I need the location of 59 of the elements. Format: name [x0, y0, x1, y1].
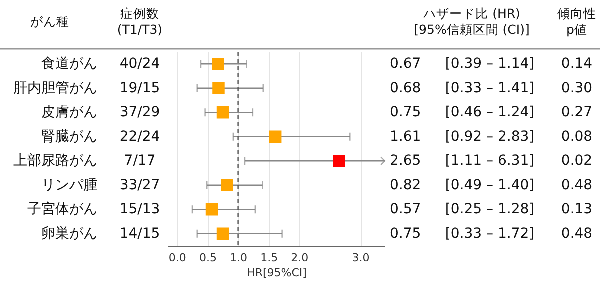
y-tick-label: 子宮体がん: [28, 202, 98, 218]
text: 7/17: [124, 153, 156, 170]
text: 0.27: [561, 104, 593, 121]
data-label: 0.82: [390, 177, 422, 194]
text: 0.14: [561, 56, 593, 72]
text: 0.48: [561, 177, 593, 194]
x-tick-label: 3.0: [352, 252, 370, 264]
data-label: 0.68: [390, 80, 422, 96]
text: 33/27: [120, 177, 160, 194]
y-tick-label: 肝内胆管がん: [14, 80, 98, 96]
y-tick-label: 皮膚がん: [42, 104, 98, 121]
text: [0.39 – 1.14]: [445, 56, 535, 72]
text: 0.48: [561, 226, 593, 242]
point: [216, 228, 230, 240]
data-label: 0.75: [390, 226, 422, 242]
x-axis-title: HR[95%CI]: [247, 266, 307, 280]
text: [0.92 – 2.83]: [445, 128, 535, 145]
point: [269, 130, 282, 143]
text: [0.49 – 1.40]: [445, 177, 535, 194]
y-tick-label: 食道がん: [42, 56, 98, 72]
text: がん種: [30, 14, 70, 29]
x-tick-label: 2.0: [291, 252, 309, 264]
point: [216, 106, 230, 119]
text: 19/15: [120, 80, 160, 96]
text: 傾向性 p値: [558, 6, 596, 37]
x-tick-label: 0.0: [168, 252, 186, 264]
text: 0.02: [561, 153, 593, 170]
text: [0.46 – 1.24]: [445, 104, 535, 121]
text: ハザード比 (HR) [95%信頼区間 (CI)]: [414, 6, 530, 37]
text: 22/24: [120, 128, 160, 145]
point: [212, 58, 224, 70]
x-tick-label: 1.5: [260, 252, 278, 264]
x-tick-label: 0.5: [199, 252, 217, 264]
text: 症例数 (T1/T3): [117, 6, 163, 37]
text: 0.13: [561, 202, 593, 218]
text: [0.25 – 1.28]: [445, 202, 535, 218]
y-tick-label: リンパ腫: [42, 177, 98, 194]
data-label: 1.61: [390, 128, 422, 145]
point: [206, 204, 218, 216]
y-tick-label: 腎臓がん: [42, 128, 98, 145]
point: [212, 82, 225, 94]
text: 37/29: [120, 104, 160, 121]
text: 0.08: [561, 128, 593, 145]
text: 15/13: [120, 202, 160, 218]
text: 14/15: [120, 226, 160, 242]
data-label: 0.57: [390, 202, 422, 218]
text: 40/24: [120, 56, 160, 72]
x-tick-label: 1.0: [230, 252, 248, 264]
point: [221, 179, 234, 192]
text: [0.33 – 1.41]: [445, 80, 535, 96]
text: 0.30: [561, 80, 593, 96]
data-label: 2.65: [390, 153, 422, 170]
y-tick-label: 卵巣がん: [42, 226, 98, 242]
point: [333, 155, 346, 168]
text: [0.33 – 1.72]: [445, 226, 535, 242]
text: [1.11 – 6.31]: [445, 153, 535, 170]
data-label: 0.67: [390, 56, 422, 72]
data-label: 0.75: [390, 104, 422, 121]
y-tick-label: 上部尿路がん: [14, 153, 98, 170]
